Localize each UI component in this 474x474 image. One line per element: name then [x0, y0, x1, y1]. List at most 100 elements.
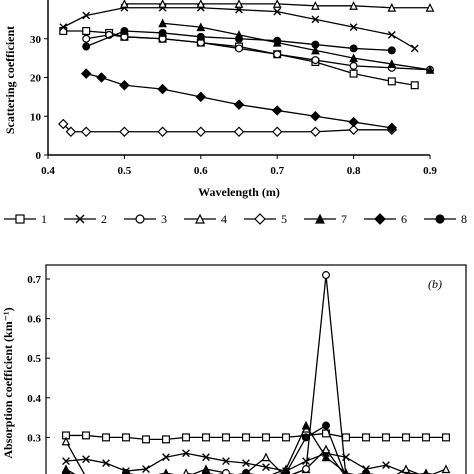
legend-marker	[195, 213, 205, 224]
scattering-point	[195, 126, 207, 137]
scattering-series-4	[120, 0, 435, 12]
scattering-point	[348, 116, 359, 128]
panel-label-b: (b)	[428, 277, 442, 291]
absorption-point	[222, 433, 231, 442]
legend-entry-7: 7	[304, 212, 347, 226]
absorption-point	[262, 433, 271, 442]
absorption-y-tick-label: 0.4	[27, 393, 41, 405]
absorption-y-tick-label: 0.5	[27, 353, 41, 365]
legend-entry-6: 6	[364, 212, 407, 226]
scattering-point	[310, 126, 321, 137]
absorption-series-line	[65, 441, 447, 474]
absorption-point	[201, 464, 211, 474]
absorption-point	[162, 435, 171, 444]
absorption-point	[61, 464, 71, 474]
scattering-x-tick-label: 0.9	[423, 165, 437, 177]
scattering-point	[349, 53, 358, 63]
scattering-series-6	[80, 68, 398, 134]
scattering-point	[158, 28, 167, 37]
absorption-point	[82, 455, 90, 464]
scattering-point	[387, 59, 397, 68]
absorption-point	[382, 433, 391, 442]
legend-marker	[75, 214, 85, 224]
absorption-point	[122, 469, 130, 474]
absorption-point	[281, 464, 291, 474]
scattering-x-tick-label: 0.4	[41, 165, 55, 177]
legend-marker	[15, 214, 25, 224]
scattering-point	[96, 72, 107, 83]
absorption-point	[261, 452, 271, 462]
legend-label: 5	[281, 212, 287, 226]
absorption-point	[202, 433, 211, 442]
legend-entry-8: 8	[424, 212, 467, 226]
scattering-point	[273, 36, 282, 45]
scattering-y-tick-label: 0	[36, 150, 42, 162]
scattering-point	[82, 11, 91, 20]
scattering-point	[59, 23, 68, 32]
scattering-series-3	[82, 30, 435, 74]
legend-marker	[374, 213, 386, 225]
absorption-point	[142, 465, 150, 473]
legend-label: 6	[401, 212, 407, 226]
absorption-point	[442, 433, 451, 442]
legend-label: 8	[461, 212, 467, 226]
absorption-point	[102, 459, 110, 468]
absorption-point	[242, 459, 250, 468]
absorption-y-tick-label: 0.3	[27, 432, 41, 444]
scattering-point	[119, 126, 130, 137]
absorption-series-3	[217, 271, 347, 474]
scattering-point	[80, 126, 92, 137]
scattering-point	[234, 0, 244, 8]
absorption-series-line	[217, 274, 347, 474]
legend-marker	[435, 214, 445, 224]
scattering-point	[387, 3, 397, 12]
scattering-chart: Scattering coefficient Wavelength (m) 0.…	[3, 0, 437, 199]
scattering-x-tick-label: 0.8	[347, 165, 361, 177]
legend-label: 7	[341, 212, 347, 226]
scattering-point	[82, 42, 91, 51]
scattering-point	[120, 0, 129, 8]
scattering-point	[273, 50, 282, 59]
absorption-point	[302, 465, 311, 474]
absorption-point	[301, 420, 311, 430]
scattering-point	[65, 126, 77, 137]
scattering-point	[349, 44, 358, 53]
scattering-point	[82, 34, 91, 43]
scattering-point	[311, 56, 320, 65]
scattering-point	[272, 0, 282, 8]
scattering-point	[311, 15, 320, 24]
scattering-point	[119, 80, 130, 91]
legend-entry-2: 2	[64, 212, 107, 226]
scattering-series-line	[86, 72, 392, 129]
absorption-y-tick-label: 0.2	[27, 472, 41, 474]
legend-entry-4: 4	[184, 212, 227, 226]
absorption-point	[362, 433, 371, 442]
scattering-point	[158, 18, 167, 28]
scattering-y-axis-label: Scattering coefficient	[3, 26, 17, 134]
scattering-y-tick-label: 30	[30, 34, 42, 46]
absorption-series-1	[61, 429, 451, 444]
scattering-point	[196, 22, 206, 32]
scattering-point	[235, 34, 244, 43]
absorption-plot-frame	[45, 264, 467, 474]
absorption-point	[262, 463, 270, 471]
absorption-point	[382, 461, 390, 470]
absorption-point	[182, 449, 190, 458]
legend: 1 2 3 4 5 7 6 8	[4, 212, 467, 226]
scattering-point	[58, 118, 69, 130]
absorption-point	[242, 433, 251, 442]
legend-label: 1	[41, 212, 47, 226]
absorption-point	[222, 457, 230, 466]
legend-marker	[135, 214, 145, 224]
scattering-point	[425, 3, 435, 12]
scattering-point	[271, 126, 283, 137]
absorption-point	[61, 436, 71, 446]
legend-label: 2	[101, 212, 107, 226]
scattering-x-tick-label: 0.6	[194, 165, 208, 177]
scattering-series-5	[58, 118, 398, 137]
scattering-point	[233, 99, 245, 110]
absorption-point	[101, 433, 110, 442]
scattering-x-tick-label: 0.5	[118, 165, 132, 177]
scattering-point	[233, 126, 245, 137]
